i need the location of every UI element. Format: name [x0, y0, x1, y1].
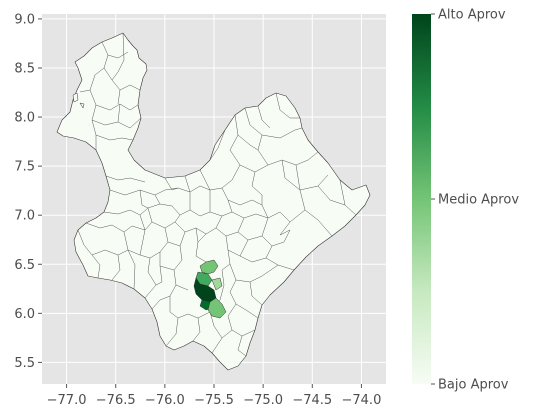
islet-2 — [79, 102, 85, 109]
x-tick-label: −76.5 — [96, 393, 136, 408]
y-tick-label: 5.5 — [14, 356, 35, 371]
x-tick-label: −77.0 — [47, 393, 87, 408]
highlighted-municipalities — [193, 259, 227, 319]
x-tick-label: −75.5 — [194, 393, 234, 408]
y-tick-label: 8.0 — [14, 111, 35, 126]
map-layer — [56, 32, 371, 371]
islet-1 — [72, 92, 79, 103]
municipality-medio-aprov-south — [207, 297, 227, 319]
colorbar-tick-label: Alto Aprov — [438, 8, 506, 23]
x-tick-label: −75.0 — [243, 393, 283, 408]
x-tick-label: −76.0 — [145, 393, 185, 408]
municipality-medio-aprov-north — [199, 259, 219, 275]
y-axis-ticks: 5.5 6.0 6.5 7.0 7.5 8.0 8.5 9.0 — [14, 12, 42, 371]
colorbar — [412, 14, 431, 384]
y-tick-label: 9.0 — [14, 12, 35, 27]
x-tick-label: −74.5 — [292, 393, 332, 408]
region-outline — [56, 32, 371, 371]
municipal-borders — [77, 32, 357, 357]
x-axis-ticks: −77.0 −76.5 −76.0 −75.5 −75.0 −74.5 −74.0 — [47, 384, 382, 408]
y-tick-label: 7.5 — [14, 160, 35, 175]
x-tick-label: −74.0 — [342, 393, 382, 408]
municipality-bajo-medio-aprov — [211, 277, 223, 291]
y-tick-label: 8.5 — [14, 61, 35, 76]
y-tick-label: 7.0 — [14, 209, 35, 224]
y-tick-label: 6.0 — [14, 307, 35, 322]
y-tick-label: 6.5 — [14, 258, 35, 273]
colorbar-ticks: Bajo Aprov Medio Aprov Alto Aprov — [431, 8, 519, 393]
colorbar-tick-label: Medio Aprov — [438, 193, 519, 208]
colorbar-tick-label: Bajo Aprov — [438, 378, 509, 393]
